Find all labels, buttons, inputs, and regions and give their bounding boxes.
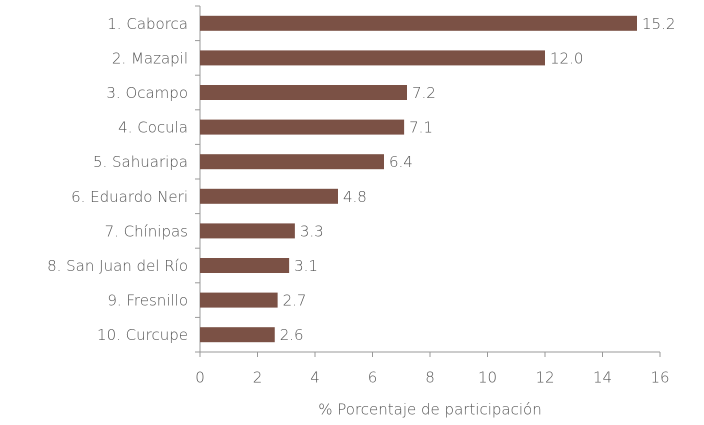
y-tick-label: 5. Sahuaripa [93,153,188,171]
data-label: 2.7 [283,292,307,310]
y-tick-label: 1. Caborca [107,15,188,33]
x-tick-label: 12 [535,369,554,387]
data-label: 12.0 [550,49,583,67]
bar [200,50,545,66]
x-tick-label: 6 [368,369,378,387]
bar [200,15,637,31]
x-tick-label: 16 [650,369,669,387]
y-tick-label: 6. Eduardo Neri [71,188,188,206]
x-tick-label: 2 [253,369,263,387]
x-tick-label: 4 [310,369,320,387]
data-label: 2.6 [280,326,304,344]
data-label: 3.3 [300,222,324,240]
bar [200,223,295,239]
data-label: 7.2 [412,84,436,102]
y-tick-label: 8. San Juan del Río [47,257,188,275]
bar [200,119,405,135]
x-tick-label: 10 [478,369,497,387]
bar [200,327,275,343]
bar [200,85,407,100]
y-tick-label: 3. Ocampo [106,84,188,102]
bar [200,154,384,170]
y-tick-label: 10. Curcupe [97,326,188,344]
data-label: 7.1 [409,119,433,137]
data-label: 4.8 [343,188,367,206]
x-tick-label: 8 [425,369,435,387]
x-axis-label: % Porcentaje de participación [318,401,541,419]
x-tick-label: 0 [195,369,205,387]
data-label: 15.2 [642,15,675,33]
y-tick-label: 4. Cocula [118,119,188,137]
bar [200,258,290,273]
y-tick-label: 2. Mazapil [112,49,188,67]
bar [200,188,338,204]
data-label: 3.1 [294,257,318,275]
y-tick-label: 9. Fresnillo [107,292,188,310]
data-label: 6.4 [389,153,413,171]
bar [200,292,278,308]
y-tick-label: 7. Chínipas [105,222,188,240]
x-tick-label: 14 [593,369,612,387]
